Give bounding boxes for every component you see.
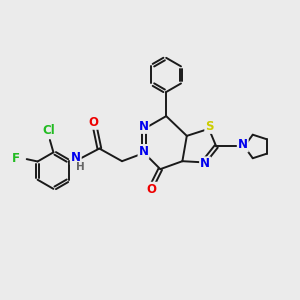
Text: N: N <box>238 139 248 152</box>
Text: O: O <box>88 116 98 129</box>
Text: Cl: Cl <box>42 124 55 137</box>
Text: N: N <box>200 157 210 170</box>
Text: N: N <box>71 152 81 164</box>
Text: F: F <box>11 152 20 165</box>
Text: O: O <box>146 183 157 196</box>
Text: S: S <box>205 120 214 133</box>
Text: H: H <box>76 162 85 172</box>
Text: N: N <box>139 120 148 133</box>
Text: N: N <box>139 145 148 158</box>
